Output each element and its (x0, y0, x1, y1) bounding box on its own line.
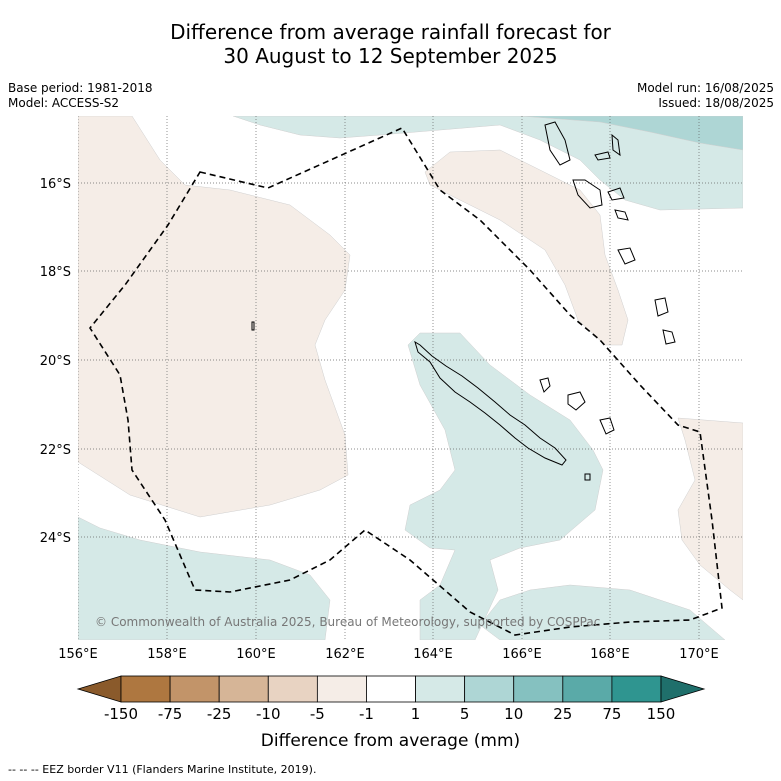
copyright-notice: © Commonwealth of Australia 2025, Bureau… (95, 615, 600, 629)
colorbar-tick-label: 25 (553, 705, 573, 723)
colorbar-segment (366, 675, 416, 703)
dry-anomaly-north (424, 149, 629, 346)
map-title-line2: 30 August to 12 September 2025 (223, 44, 558, 68)
colorbar-tick-label: -150 (103, 705, 139, 723)
lat-label: 22°S (40, 443, 71, 458)
wet-anomaly-new-caledonia (404, 332, 604, 640)
colorbar-tick-label: 1 (410, 705, 421, 723)
wet-anomaly-north (232, 116, 743, 211)
colorbar-tick-label: -5 (309, 705, 325, 723)
lon-label: 162°E (325, 647, 365, 662)
colorbar-tick-label: -25 (206, 705, 232, 723)
colorbar-tick-label: 75 (602, 705, 622, 723)
lat-label: 24°S (40, 531, 71, 546)
colorbar-tick-label: 10 (504, 705, 524, 723)
graticule (78, 116, 743, 640)
colorbar-tick-label: 5 (459, 705, 470, 723)
lat-label: 16°S (40, 177, 71, 192)
colorbar-segment (415, 675, 466, 703)
eez-border (89, 126, 723, 636)
colorbar-segment (513, 675, 564, 703)
colorbar-tick-label: -10 (256, 705, 281, 723)
lon-label: 156°E (58, 647, 98, 662)
wet-anomaly-southeast (479, 584, 726, 640)
loyalty-islands (539, 377, 615, 435)
colorbar-segment (464, 675, 515, 703)
colorbar-tick-label: -75 (157, 705, 183, 723)
wet-anomaly-northeast (519, 116, 743, 151)
colorbar-segment (267, 675, 318, 703)
lon-label: 160°E (236, 647, 276, 662)
model-run: Model run: 16/08/2025 (636, 81, 774, 95)
issued-date: Issued: 18/08/2025 (658, 96, 774, 110)
new-caledonia-island (414, 340, 567, 466)
lat-label: 18°S (40, 265, 71, 280)
axis-labels: 156°E 158°E 160°E 162°E 164°E 166°E 168°… (40, 177, 719, 662)
lon-label: 166°E (502, 647, 542, 662)
base-period: Base period: 1981-2018 (8, 81, 153, 95)
map-title-line1: Difference from average rainfall forecas… (170, 20, 611, 44)
coastlines (251, 121, 676, 481)
wet-anomaly-southwest (78, 516, 331, 640)
lon-label: 158°E (147, 647, 187, 662)
map-area: © Commonwealth of Australia 2025, Bureau… (78, 116, 743, 640)
colorbar-tick-label: -1 (358, 705, 374, 723)
colorbar-extend-high (660, 675, 706, 703)
colorbar-extend-low (76, 675, 122, 703)
colorbar-segment (169, 675, 220, 703)
lon-label: 164°E (413, 647, 453, 662)
colorbar-segment (120, 675, 171, 703)
dry-anomaly-west (78, 116, 351, 518)
model-name: Model: ACCESS-S2 (8, 96, 120, 110)
vanuatu-islands (544, 121, 676, 345)
eez-legend: -- -- -- EEZ border V11 (Flanders Marine… (8, 763, 317, 776)
lat-label: 20°S (40, 354, 71, 369)
colorbar-segment (562, 675, 613, 703)
colorbar-tick-label: 150 (646, 705, 676, 723)
colorbar-segment (218, 675, 269, 703)
colorbar-segment (611, 675, 662, 703)
lon-label: 170°E (679, 647, 719, 662)
colorbar-segment (316, 675, 367, 703)
colorbar-title: Difference from average (mm) (260, 731, 521, 751)
colorbar (76, 675, 706, 703)
lon-label: 168°E (590, 647, 630, 662)
small-islets (251, 321, 591, 481)
